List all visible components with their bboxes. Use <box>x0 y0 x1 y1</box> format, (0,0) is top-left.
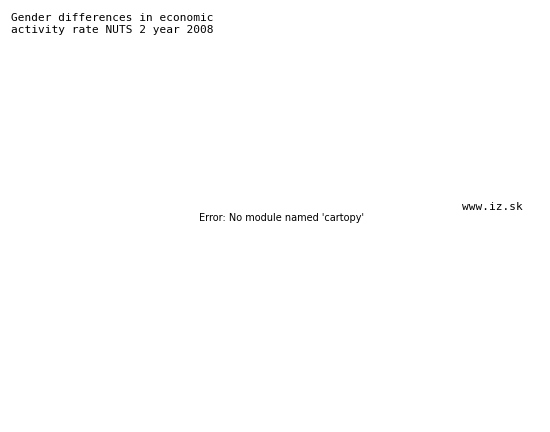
Text: www.iz.sk: www.iz.sk <box>462 202 522 213</box>
Text: Gender differences in economic
activity rate NUTS 2 year 2008: Gender differences in economic activity … <box>11 13 213 35</box>
Text: Error: No module named 'cartopy': Error: No module named 'cartopy' <box>199 213 364 223</box>
